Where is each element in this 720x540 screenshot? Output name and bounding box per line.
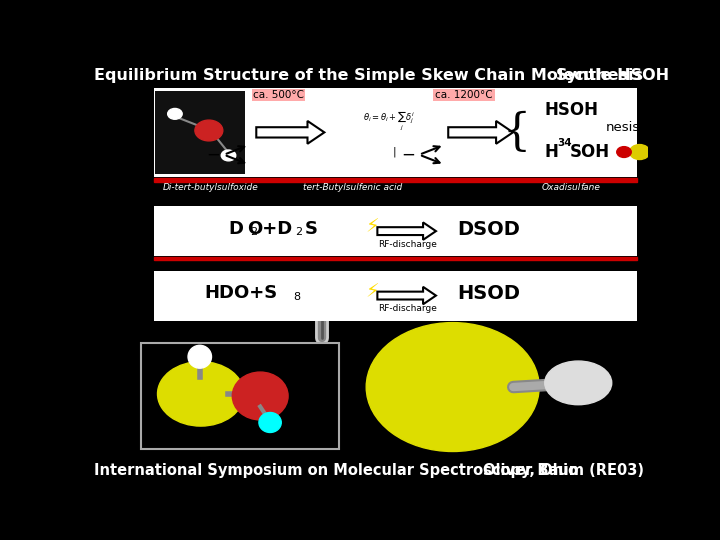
Text: 34: 34 <box>557 138 572 148</box>
Text: ca. 1200°C: ca. 1200°C <box>435 90 492 100</box>
Text: RF-discharge: RF-discharge <box>379 240 438 249</box>
Circle shape <box>168 109 182 119</box>
Text: Di-tert-butylsulfoxide: Di-tert-butylsulfoxide <box>163 183 258 192</box>
Ellipse shape <box>233 372 288 420</box>
Text: D: D <box>228 220 243 238</box>
Circle shape <box>609 154 617 160</box>
Ellipse shape <box>188 345 212 368</box>
Text: fane: fane <box>580 183 600 192</box>
Ellipse shape <box>545 361 612 404</box>
Ellipse shape <box>366 322 539 451</box>
Text: 2: 2 <box>250 227 257 238</box>
Bar <box>154 87 637 177</box>
Text: $\theta_i = \theta_i + \sum_j \delta_j^i$: $\theta_i = \theta_i + \sum_j \delta_j^i… <box>363 110 414 133</box>
FancyArrow shape <box>377 287 436 305</box>
Bar <box>90 65 648 85</box>
Text: 8: 8 <box>294 292 301 302</box>
Circle shape <box>617 147 631 158</box>
Text: International Symposium on Molecular Spectroscopy, Ohio: International Symposium on Molecular Spe… <box>94 463 579 478</box>
FancyArrow shape <box>377 222 436 240</box>
Bar <box>154 257 637 260</box>
FancyArrow shape <box>256 121 324 144</box>
Bar <box>154 206 637 256</box>
Text: {: { <box>503 111 531 154</box>
Text: ⚡: ⚡ <box>365 282 379 301</box>
Text: 2: 2 <box>295 227 302 238</box>
Text: −: − <box>401 146 415 164</box>
Text: ca. 500°C: ca. 500°C <box>253 90 304 100</box>
Text: HSOH: HSOH <box>545 101 599 119</box>
Text: S: S <box>305 220 318 238</box>
Bar <box>156 91 245 174</box>
Text: H: H <box>545 143 559 161</box>
Bar <box>90 461 648 481</box>
Text: Oliver Baum (RE03): Oliver Baum (RE03) <box>482 463 644 478</box>
Text: RF-discharge: RF-discharge <box>379 305 438 313</box>
Bar <box>433 89 495 101</box>
Text: |: | <box>392 147 396 157</box>
Circle shape <box>629 145 649 159</box>
Text: Equilibrium Structure of the Simple Skew Chain Molecule HSOH: Equilibrium Structure of the Simple Skew… <box>94 68 670 83</box>
Text: DSOD: DSOD <box>457 220 521 239</box>
Text: HSOD: HSOD <box>457 284 521 303</box>
FancyArrow shape <box>449 121 513 144</box>
Text: nesis: nesis <box>606 122 639 134</box>
Bar <box>141 343 339 449</box>
Text: SOH: SOH <box>570 143 610 161</box>
Text: Synthesis: Synthesis <box>556 68 644 83</box>
Circle shape <box>195 120 222 141</box>
Text: −: − <box>206 146 220 164</box>
Bar <box>154 271 637 321</box>
Text: tert-Butylsulfenic acid: tert-Butylsulfenic acid <box>302 183 402 192</box>
Text: HDO+S: HDO+S <box>204 285 277 302</box>
Bar <box>154 178 637 182</box>
Text: O+D: O+D <box>248 220 293 238</box>
Circle shape <box>221 150 235 161</box>
Text: ⚡: ⚡ <box>365 218 379 237</box>
Ellipse shape <box>158 362 244 426</box>
Bar <box>252 89 305 101</box>
Ellipse shape <box>259 413 282 433</box>
Text: Oxadisul: Oxadisul <box>542 183 581 192</box>
